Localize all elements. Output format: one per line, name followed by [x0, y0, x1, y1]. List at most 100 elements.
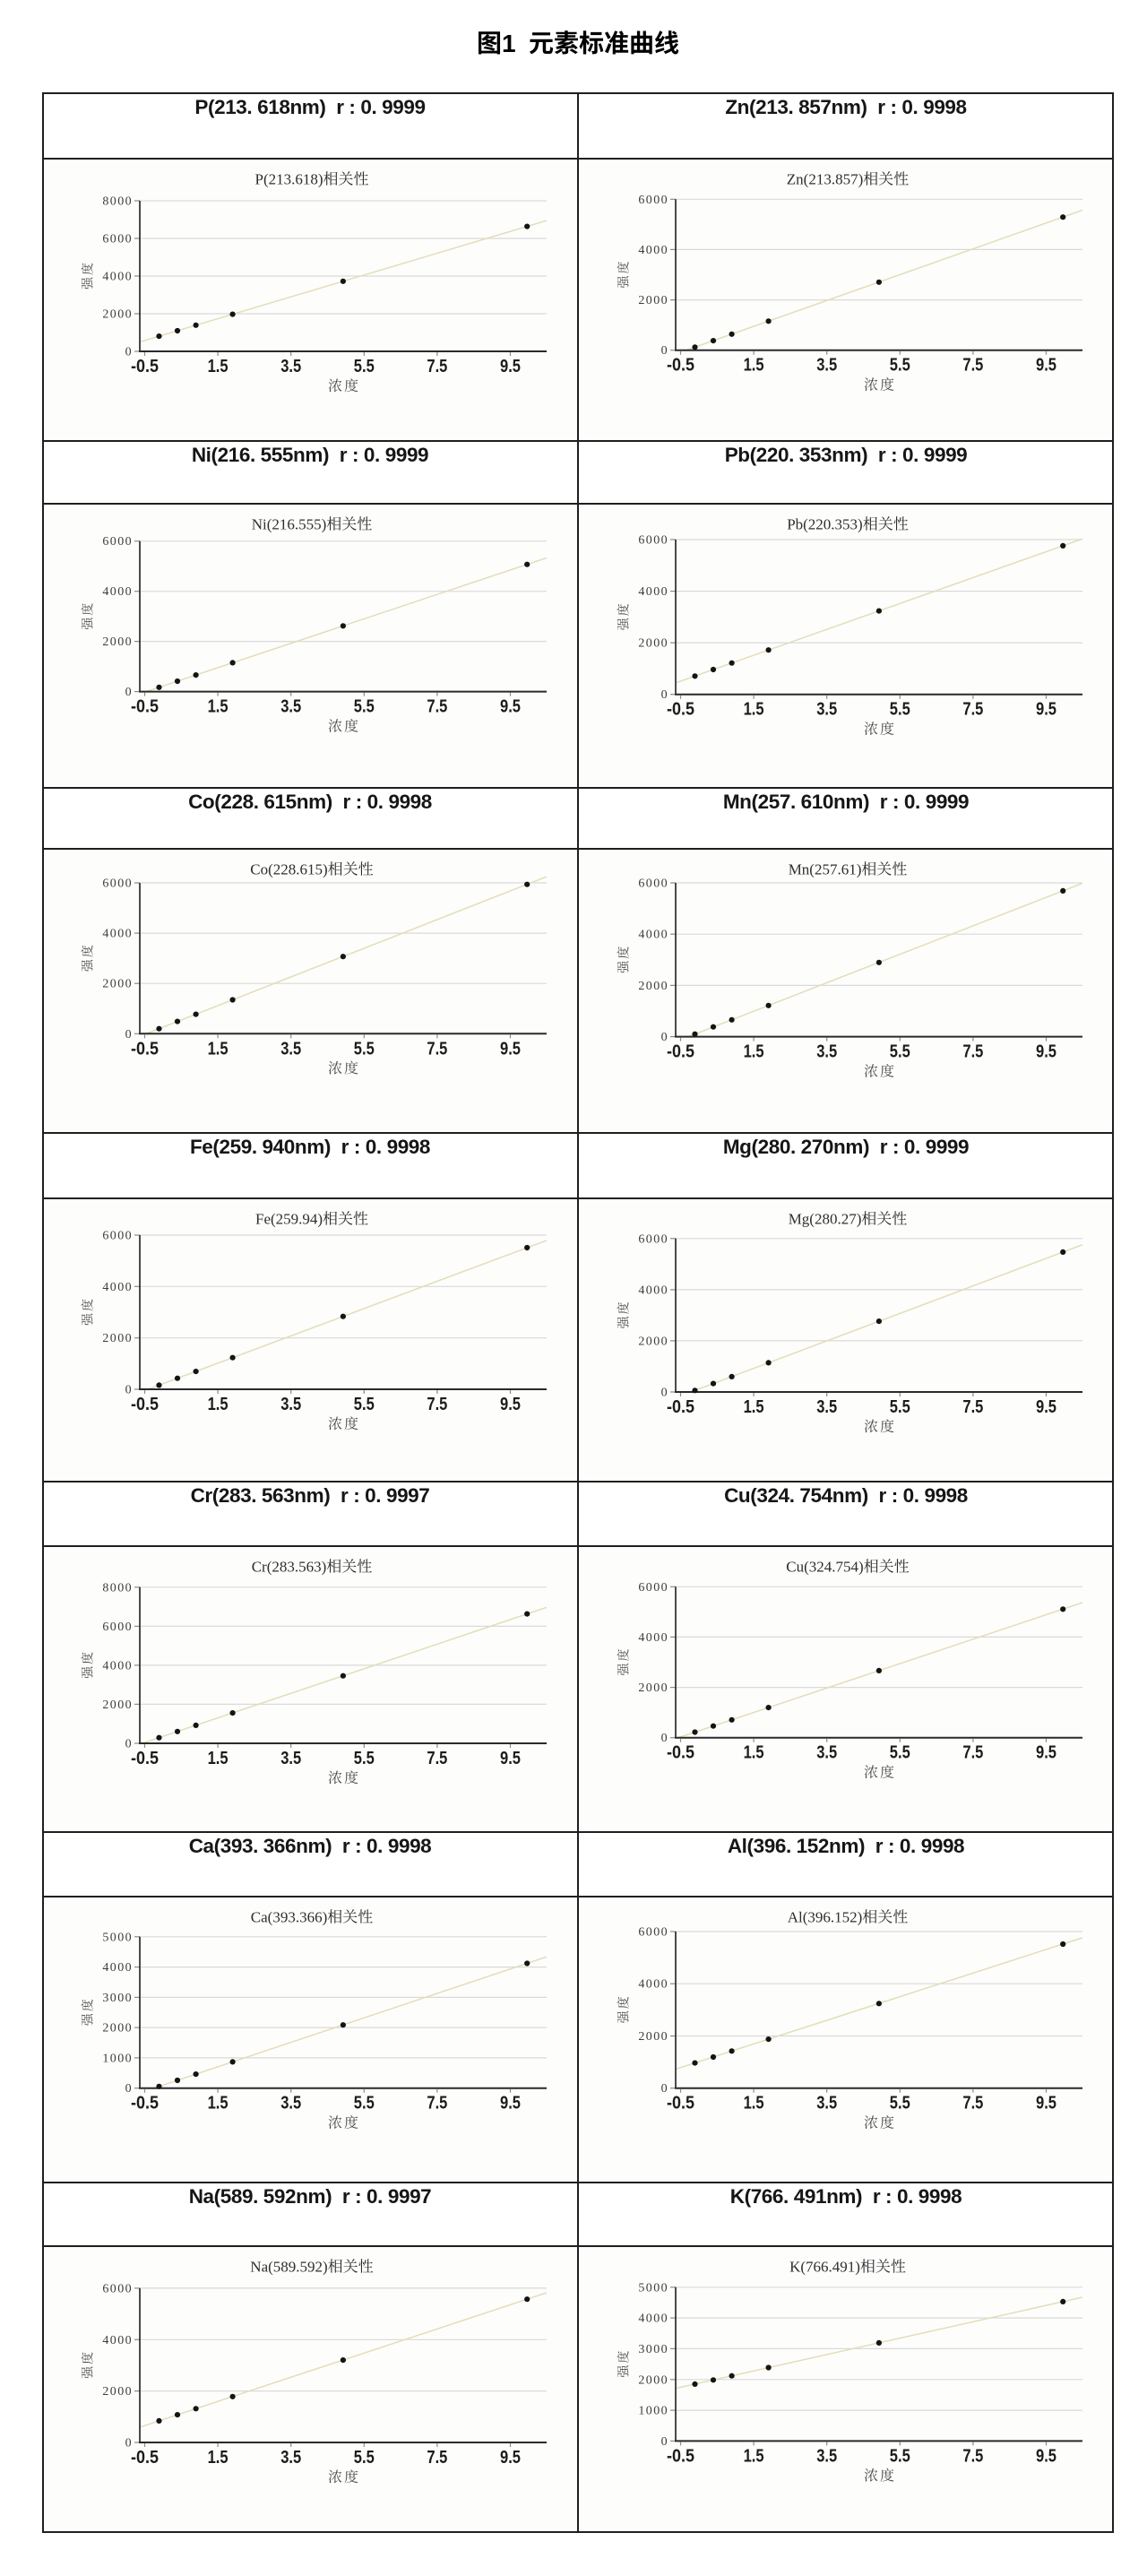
svg-text:-0.5: -0.5: [131, 2094, 159, 2114]
svg-text:1: 1: [502, 30, 516, 57]
svg-text:2000: 2000: [102, 1699, 133, 1712]
svg-text:4000: 4000: [638, 1978, 668, 1992]
svg-text:7.5: 7.5: [962, 1743, 983, 1763]
svg-text:3000: 3000: [102, 1992, 133, 2005]
svg-text:3.5: 3.5: [816, 356, 837, 376]
svg-text:Na(589.592): Na(589.592): [250, 2259, 327, 2276]
svg-text:3.5: 3.5: [816, 2094, 837, 2114]
svg-text:9.5: 9.5: [500, 1749, 521, 1768]
svg-text:2000: 2000: [638, 1335, 668, 1348]
svg-text:6000: 6000: [102, 877, 133, 891]
svg-text:0: 0: [661, 2082, 668, 2096]
svg-text:7.5: 7.5: [962, 2446, 983, 2466]
svg-text:1.5: 1.5: [744, 700, 764, 720]
svg-text:-0.5: -0.5: [131, 1039, 159, 1059]
svg-text:2000: 2000: [638, 2373, 668, 2387]
svg-text:3.5: 3.5: [280, 697, 301, 717]
svg-text:3.5: 3.5: [280, 2448, 301, 2468]
svg-text:5.5: 5.5: [354, 2448, 375, 2468]
svg-text:2000: 2000: [638, 980, 668, 993]
svg-text:2000: 2000: [638, 1681, 668, 1695]
svg-text:1.5: 1.5: [208, 1395, 229, 1414]
svg-text:7.5: 7.5: [427, 1749, 447, 1768]
svg-text:4000: 4000: [638, 929, 668, 942]
svg-text:1.5: 1.5: [744, 1397, 764, 1417]
svg-text:6000: 6000: [102, 535, 133, 549]
svg-text:6000: 6000: [638, 534, 668, 548]
svg-text:-0.5: -0.5: [667, 700, 694, 720]
svg-text:4000: 4000: [102, 1659, 133, 1673]
svg-text:4000: 4000: [638, 2312, 668, 2326]
svg-text:7.5: 7.5: [962, 700, 983, 720]
svg-text:5000: 5000: [638, 2281, 668, 2295]
svg-text:3000: 3000: [638, 2343, 668, 2356]
svg-text:6000: 6000: [638, 877, 668, 891]
svg-text:5.5: 5.5: [890, 1743, 910, 1763]
svg-text:3.5: 3.5: [816, 1042, 837, 1062]
svg-text:0: 0: [125, 2437, 133, 2451]
svg-text:1000: 1000: [102, 2052, 133, 2065]
svg-text:Co(228.615): Co(228.615): [250, 861, 327, 878]
svg-text:2000: 2000: [102, 2022, 133, 2036]
svg-text:-0.5: -0.5: [667, 1042, 694, 1062]
svg-text:6000: 6000: [102, 233, 133, 246]
svg-text:7.5: 7.5: [962, 356, 983, 376]
svg-text:3.5: 3.5: [816, 1743, 837, 1763]
svg-text:1.5: 1.5: [208, 697, 229, 717]
svg-text:4000: 4000: [102, 271, 133, 284]
svg-text:1.5: 1.5: [744, 2446, 764, 2466]
svg-text:9.5: 9.5: [500, 697, 521, 717]
svg-text:4000: 4000: [638, 585, 668, 599]
svg-text:5.5: 5.5: [354, 697, 375, 717]
svg-text:-0.5: -0.5: [131, 357, 159, 376]
svg-text:2000: 2000: [638, 2030, 668, 2044]
svg-text:3.5: 3.5: [816, 2446, 837, 2466]
svg-text:Fe(259.94): Fe(259.94): [255, 1211, 323, 1228]
svg-text:2000: 2000: [102, 2385, 133, 2399]
svg-text:9.5: 9.5: [500, 2094, 521, 2114]
svg-text:4000: 4000: [102, 1961, 133, 1975]
svg-text:2000: 2000: [102, 978, 133, 991]
svg-text:1.5: 1.5: [744, 2094, 764, 2114]
svg-text:9.5: 9.5: [1036, 1743, 1056, 1763]
svg-text:2000: 2000: [102, 1332, 133, 1345]
svg-text:1.5: 1.5: [208, 2448, 229, 2468]
svg-text:1.5: 1.5: [744, 1743, 764, 1763]
svg-text:-0.5: -0.5: [131, 1749, 159, 1768]
svg-text:0: 0: [125, 1738, 133, 1751]
svg-text:5.5: 5.5: [354, 1039, 375, 1059]
svg-text:Mn(257.61): Mn(257.61): [789, 861, 862, 878]
svg-text:9.5: 9.5: [1036, 2446, 1056, 2466]
svg-text:9.5: 9.5: [1036, 1042, 1056, 1062]
svg-text:3.5: 3.5: [280, 357, 301, 376]
svg-text:2000: 2000: [102, 635, 133, 649]
svg-text:9.5: 9.5: [500, 1395, 521, 1414]
svg-text:0: 0: [661, 2435, 668, 2449]
svg-text:5.5: 5.5: [354, 2094, 375, 2114]
svg-text:4000: 4000: [102, 585, 133, 599]
svg-text:3.5: 3.5: [280, 1039, 301, 1059]
svg-text:3.5: 3.5: [280, 1749, 301, 1768]
svg-text:Ni(216.555): Ni(216.555): [252, 516, 327, 533]
svg-text:1.5: 1.5: [208, 1749, 229, 1768]
svg-text:5.5: 5.5: [890, 2094, 910, 2114]
svg-text:0: 0: [661, 1732, 668, 1745]
svg-text:-0.5: -0.5: [667, 1743, 694, 1763]
svg-text:5.5: 5.5: [354, 357, 375, 376]
svg-text:6000: 6000: [638, 194, 668, 207]
svg-text:Ca(393.366): Ca(393.366): [251, 1909, 327, 1926]
svg-text:7.5: 7.5: [962, 1397, 983, 1417]
svg-text:7.5: 7.5: [427, 2094, 447, 2114]
svg-text:7.5: 7.5: [427, 1039, 447, 1059]
svg-text:-0.5: -0.5: [667, 356, 694, 376]
svg-text:6000: 6000: [102, 1230, 133, 1243]
svg-text:Al(396.152): Al(396.152): [788, 1909, 863, 1926]
svg-text:3.5: 3.5: [280, 1395, 301, 1414]
svg-text:6000: 6000: [638, 1232, 668, 1246]
svg-text:P(213.618): P(213.618): [255, 171, 323, 188]
svg-text:0: 0: [125, 1028, 133, 1042]
svg-text:-0.5: -0.5: [131, 697, 159, 717]
svg-text:5.5: 5.5: [890, 1397, 910, 1417]
svg-text:4000: 4000: [638, 1631, 668, 1645]
svg-text:1.5: 1.5: [208, 2094, 229, 2114]
